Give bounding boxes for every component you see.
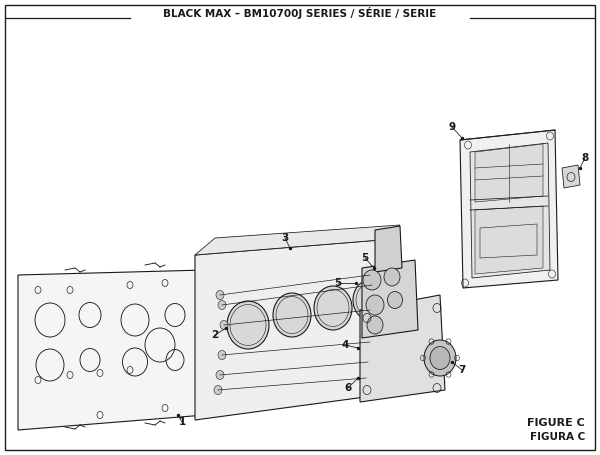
Ellipse shape (273, 293, 311, 337)
Polygon shape (475, 206, 543, 274)
Text: 9: 9 (448, 122, 455, 132)
Polygon shape (362, 260, 418, 338)
Text: 5: 5 (361, 253, 368, 263)
Text: FIGURA C: FIGURA C (530, 432, 585, 442)
Text: 1: 1 (178, 417, 185, 427)
Polygon shape (195, 240, 380, 420)
Ellipse shape (367, 316, 383, 334)
Polygon shape (18, 270, 205, 430)
Text: 8: 8 (581, 153, 589, 163)
Ellipse shape (214, 385, 222, 394)
Ellipse shape (363, 270, 381, 290)
Text: 6: 6 (344, 383, 352, 393)
Polygon shape (375, 226, 402, 272)
Text: 3: 3 (281, 233, 289, 243)
Ellipse shape (227, 301, 269, 349)
Ellipse shape (430, 347, 450, 369)
Polygon shape (470, 143, 550, 278)
Ellipse shape (216, 290, 224, 299)
Ellipse shape (314, 286, 352, 330)
Text: 4: 4 (341, 340, 349, 350)
Text: FIGURE C: FIGURE C (527, 418, 585, 428)
Ellipse shape (424, 340, 456, 376)
Polygon shape (195, 225, 400, 255)
Text: BLACK MAX – BM10700J SERIES / SÉRIE / SERIE: BLACK MAX – BM10700J SERIES / SÉRIE / SE… (163, 7, 437, 19)
Polygon shape (360, 295, 445, 402)
Text: 2: 2 (211, 330, 218, 340)
Text: 5: 5 (334, 278, 341, 288)
Ellipse shape (220, 320, 228, 329)
Ellipse shape (218, 300, 226, 309)
Ellipse shape (216, 370, 224, 379)
Polygon shape (460, 130, 558, 288)
Ellipse shape (353, 280, 387, 320)
Ellipse shape (384, 268, 400, 286)
Polygon shape (562, 165, 580, 188)
Ellipse shape (366, 295, 384, 315)
Ellipse shape (388, 292, 403, 308)
Text: 7: 7 (458, 365, 466, 375)
Ellipse shape (218, 350, 226, 359)
Polygon shape (475, 144, 543, 202)
